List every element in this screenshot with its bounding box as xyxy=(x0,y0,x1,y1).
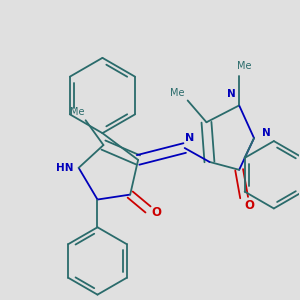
Text: O: O xyxy=(151,206,161,219)
Text: Me: Me xyxy=(70,107,85,117)
Text: O: O xyxy=(244,199,254,212)
Text: N: N xyxy=(227,88,236,98)
Text: HN: HN xyxy=(56,163,74,173)
Text: N: N xyxy=(262,128,270,138)
Text: Me: Me xyxy=(170,88,185,98)
Text: N: N xyxy=(185,133,194,143)
Text: Me: Me xyxy=(237,61,251,71)
